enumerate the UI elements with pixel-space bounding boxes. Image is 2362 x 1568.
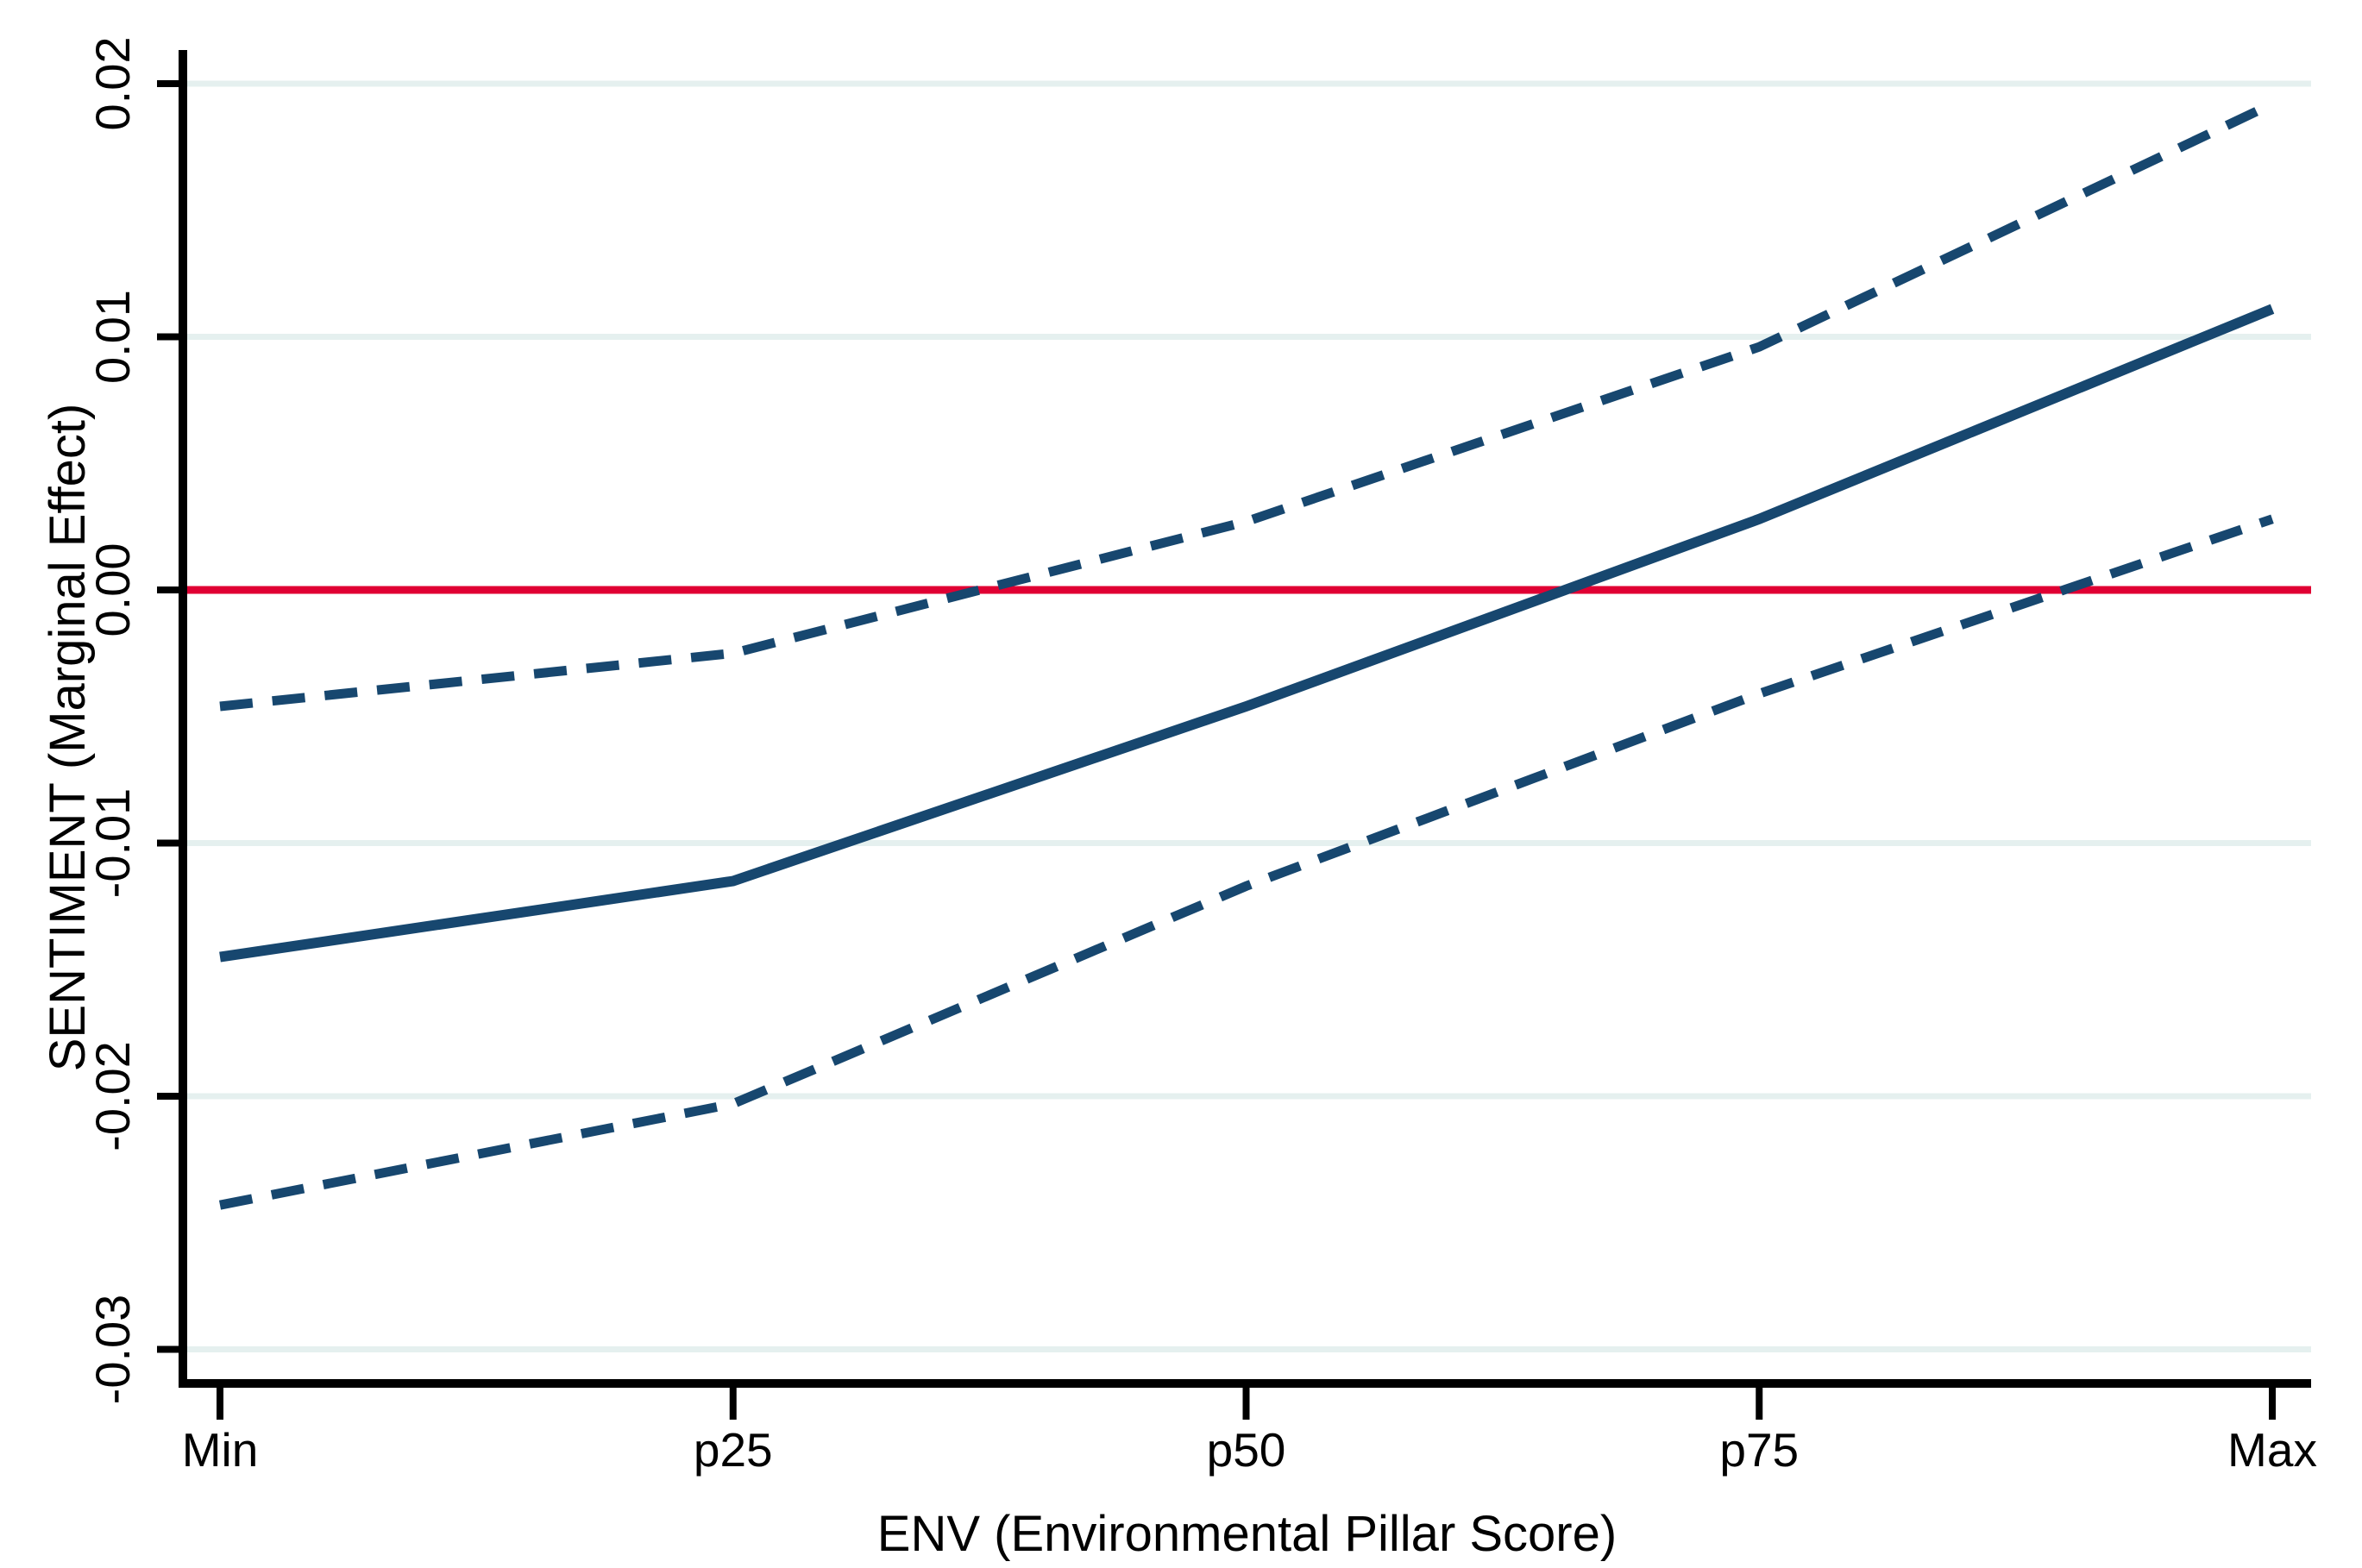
y-tick-label-0.00: 0.00 [85,543,140,637]
x-tick-label-Max: Max [2227,1423,2317,1477]
x-axis-title: ENV (Environmental Pillar Score) [877,1506,1617,1562]
y-tick-label-0.02: 0.02 [85,37,140,131]
y-tick-label--0.01: -0.01 [85,788,140,899]
y-axis-title: SENTIMENT (Marginal Effect) [40,404,96,1072]
ci-lower-line [218,514,2274,1210]
x-tick-label-p25: p25 [694,1423,773,1477]
marginal-effect-line [219,304,2275,963]
x-tick-label-Min: Min [182,1423,259,1477]
x-tick-label-p75: p75 [1719,1423,1799,1477]
y-tick-label--0.03: -0.03 [85,1295,140,1405]
ci-upper-line [219,99,2275,712]
x-tick-label-p50: p50 [1207,1423,1286,1477]
y-tick-label-0.01: 0.01 [85,290,140,384]
y-tick-label--0.02: -0.02 [85,1041,140,1151]
